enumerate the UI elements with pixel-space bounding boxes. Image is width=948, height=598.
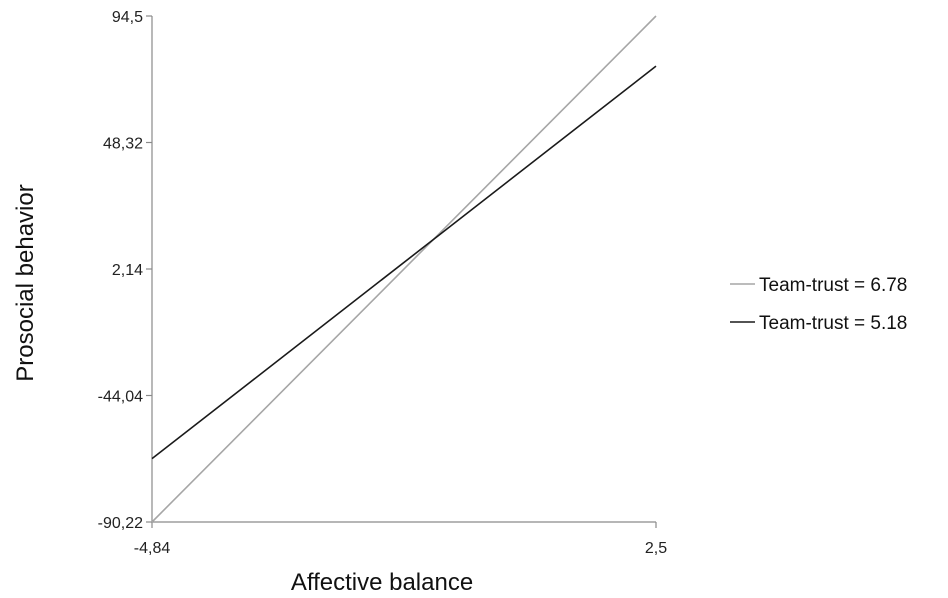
legend: Team-trust = 6.78 Team-trust = 5.18 — [730, 275, 907, 334]
series-line-2 — [151, 65, 657, 460]
series-lines — [151, 15, 657, 523]
x-axis-title: Affective balance — [291, 569, 473, 596]
y-tick-label: 94,5 — [112, 9, 143, 26]
legend-label-2: Team-trust = 5.18 — [759, 313, 907, 334]
series-line-1 — [151, 15, 657, 523]
y-tick-label: -90,22 — [98, 515, 143, 532]
axes: -90,22 -44,04 2,14 48,32 94,5 -4,84 2,5 — [98, 9, 668, 557]
y-tick-label: 48,32 — [103, 136, 143, 153]
legend-label-1: Team-trust = 6.78 — [759, 275, 907, 296]
x-tick-label: -4,84 — [134, 540, 171, 557]
x-tick-label: 2,5 — [645, 540, 667, 557]
x-ticks: -4,84 2,5 — [134, 522, 667, 557]
y-tick-label: -44,04 — [98, 389, 143, 406]
y-ticks: -90,22 -44,04 2,14 48,32 94,5 — [98, 9, 152, 532]
y-axis-title: Prosocial behavior — [12, 184, 39, 381]
y-tick-label: 2,14 — [112, 262, 143, 279]
